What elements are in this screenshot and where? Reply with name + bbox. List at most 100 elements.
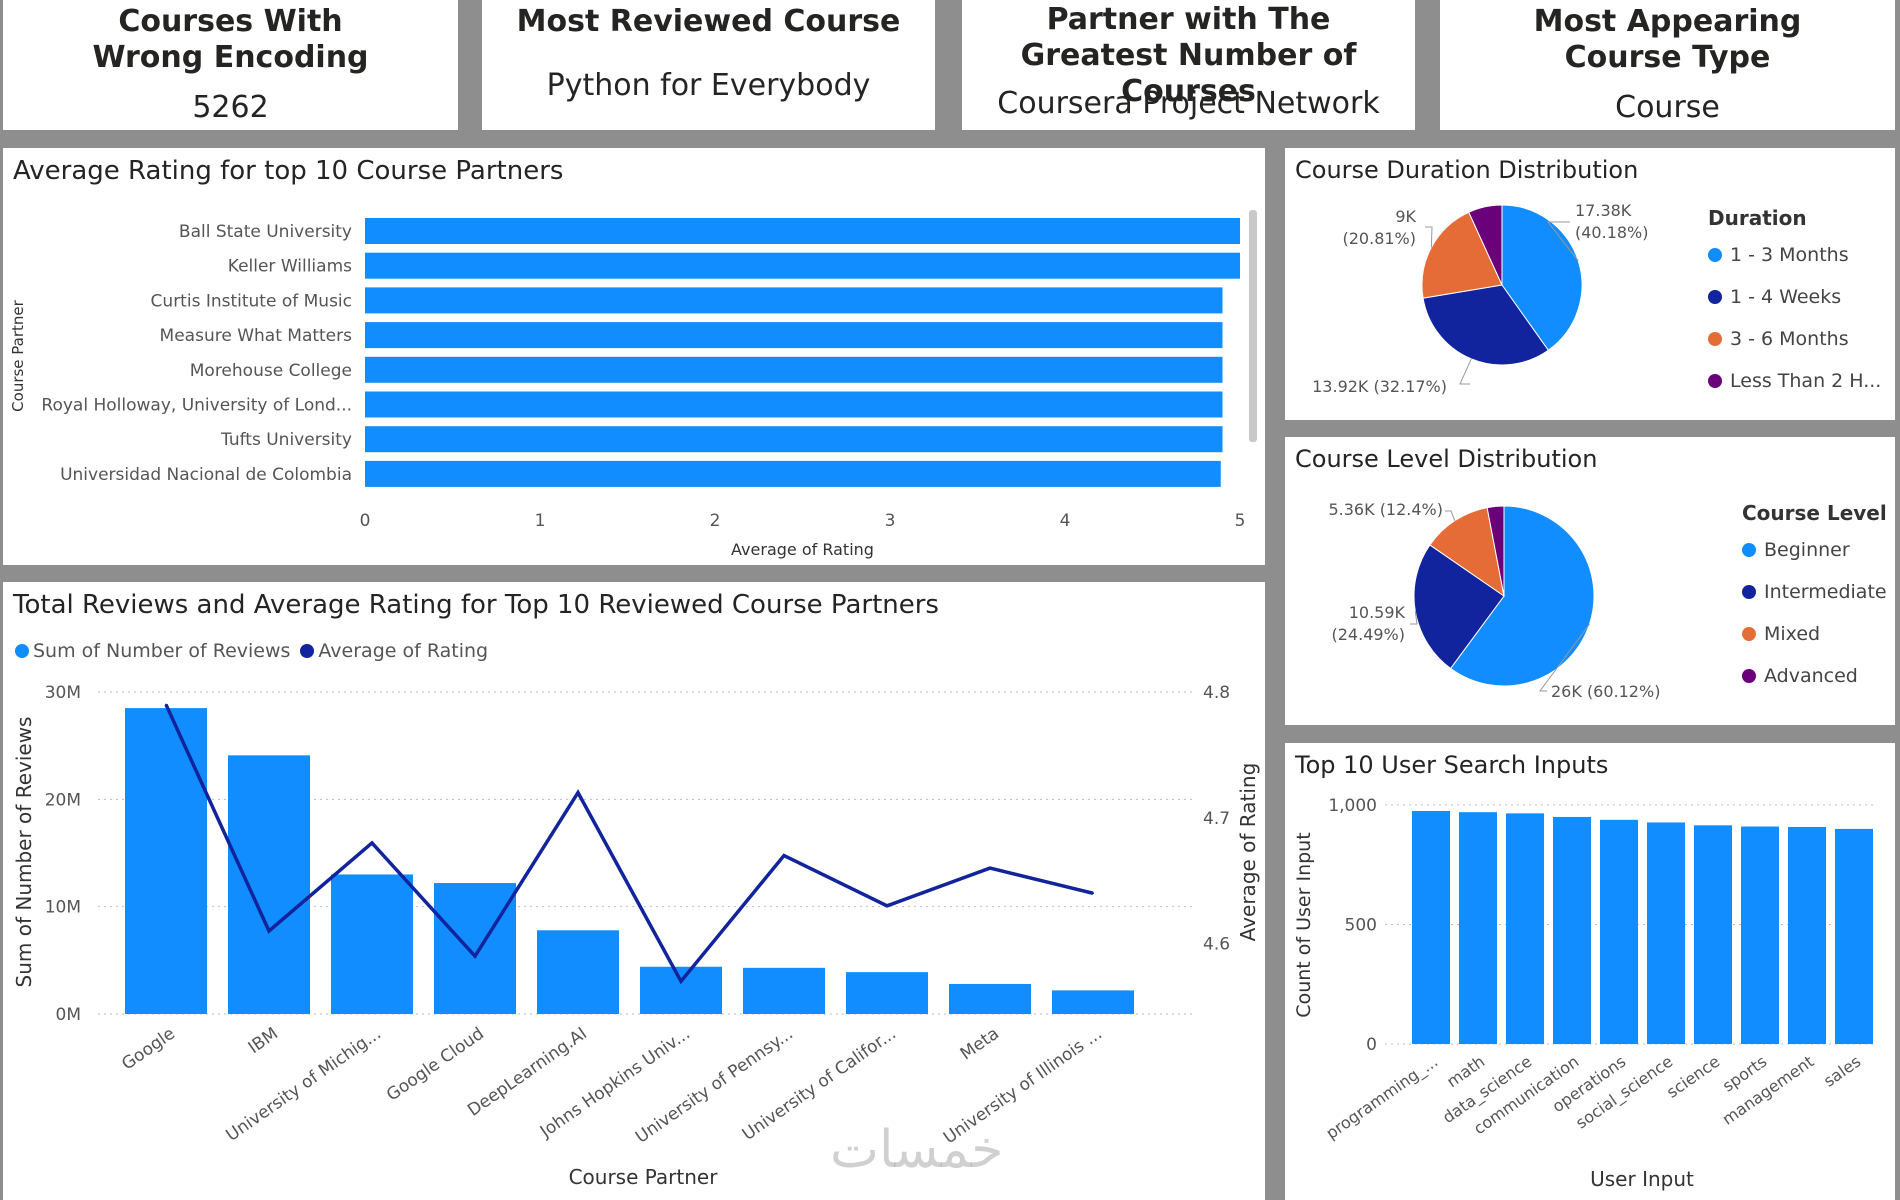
y-tick-label: 0M [56, 1005, 81, 1025]
bar[interactable] [1788, 826, 1826, 1044]
data-label: 17.38K [1575, 201, 1632, 220]
legend-label: Beginner [1764, 539, 1850, 561]
bar[interactable] [640, 966, 722, 1014]
pie-slice[interactable] [1413, 544, 1505, 670]
legend-item[interactable]: Intermediate [1742, 581, 1887, 603]
panel-title: Top 10 User Search Inputs [1295, 751, 1609, 779]
y-tick-label: 30M [45, 683, 81, 703]
kpi-card-wrong-encoding: Courses With Wrong Encoding 5262 [3, 0, 458, 130]
bar[interactable] [125, 708, 207, 1014]
bar[interactable] [365, 460, 1221, 487]
x-tick-label: 4 [1060, 511, 1071, 531]
bar[interactable] [949, 983, 1031, 1014]
kpi-card-course-type: Most Appearing Course Type Course [1440, 0, 1895, 130]
bar[interactable] [1835, 828, 1873, 1044]
bar[interactable] [228, 755, 310, 1014]
legend-item[interactable]: 1 - 3 Months [1708, 244, 1881, 266]
x-axis-label: Course Partner [569, 1165, 719, 1189]
bar[interactable] [365, 391, 1223, 418]
legend-item[interactable]: Less Than 2 H... [1708, 370, 1881, 392]
line-point[interactable] [577, 791, 579, 794]
kpi-title: Most Appearing Course Type [1533, 4, 1802, 75]
y-axis-label: Count of User Input [1293, 832, 1315, 1017]
bar[interactable] [537, 930, 619, 1014]
kpi-value: Coursera Project Network [997, 86, 1380, 121]
x-tick-label: 0 [360, 511, 371, 531]
bar[interactable] [365, 426, 1223, 453]
duration-panel: Course Duration Distribution 17.38K (40.1… [1285, 148, 1895, 420]
line-point[interactable] [989, 867, 991, 870]
y-tick-label: 20M [45, 790, 81, 810]
bar[interactable] [331, 874, 413, 1014]
bar[interactable] [365, 252, 1240, 279]
bar[interactable] [1741, 826, 1779, 1044]
pie-slice[interactable] [1468, 204, 1503, 286]
line-point[interactable] [783, 854, 785, 857]
bar[interactable] [1553, 816, 1591, 1044]
level-panel: Course Level Distribution 26K (60.12%) 10… [1285, 437, 1895, 725]
legend-dot [300, 644, 315, 658]
pie-slice[interactable] [1486, 505, 1505, 597]
bar[interactable] [1412, 810, 1450, 1044]
combo-legend: Sum of Number of Reviews Average of Rati… [15, 640, 488, 662]
bar[interactable] [434, 883, 516, 1014]
line-point[interactable] [1092, 892, 1094, 895]
y-axis-label: Course Partner [9, 299, 27, 411]
y-right-tick-label: 4.7 [1203, 809, 1230, 829]
legend-item[interactable]: 3 - 6 Months [1708, 328, 1881, 350]
leader-line [1546, 221, 1579, 262]
y-right-tick-label: 4.6 [1203, 935, 1230, 955]
data-label: 9K [1395, 207, 1416, 226]
legend-label: Less Than 2 H... [1730, 370, 1882, 392]
data-label: (24.49%) [1332, 625, 1406, 644]
bar[interactable] [365, 356, 1223, 383]
x-tick-label: 2 [710, 511, 721, 531]
legend-item[interactable]: Advanced [1742, 665, 1887, 687]
line-series[interactable] [164, 703, 1094, 985]
pie-slice[interactable] [1422, 284, 1549, 366]
y-tick-label: Measure What Matters [160, 326, 353, 346]
legend-item-reviews[interactable]: Sum of Number of Reviews [15, 640, 290, 662]
bar[interactable] [1647, 822, 1685, 1044]
y-tick-label: 500 [1345, 916, 1377, 936]
pie-slice[interactable] [1449, 505, 1595, 687]
legend-label: Average of Rating [318, 640, 489, 662]
legend-title: Course Level [1742, 501, 1887, 525]
kpi-title: Partner with The Greatest Number of Cour… [1020, 2, 1357, 109]
duration-pie-chart: 17.38K (40.18%) 13.92K (32.17%) 9K (20.81%) [1312, 201, 1648, 396]
x-axis-label: Average of Rating [731, 540, 874, 559]
line-point[interactable] [680, 980, 682, 983]
bar[interactable] [743, 967, 825, 1014]
line-point[interactable] [165, 703, 167, 706]
legend-item[interactable]: 1 - 4 Weeks [1708, 286, 1881, 308]
legend-item[interactable]: Mixed [1742, 623, 1887, 645]
level-pie-chart: 26K (60.12%) 10.59K (24.49%) 5.36K (12.4%) [1328, 500, 1660, 701]
bar[interactable] [1052, 990, 1134, 1014]
y-tick-label: 0 [1366, 1035, 1377, 1055]
line-point[interactable] [886, 904, 888, 907]
legend-item[interactable]: Beginner [1742, 539, 1887, 561]
legend-dot [1708, 248, 1722, 262]
bar[interactable] [1600, 819, 1638, 1044]
y-tick-label: Curtis Institute of Music [151, 291, 352, 311]
bar[interactable] [1694, 825, 1732, 1044]
line-point[interactable] [371, 841, 373, 844]
scrollbar[interactable] [1249, 210, 1257, 442]
x-tick-label: science [1663, 1052, 1723, 1102]
pie-slice[interactable] [1421, 211, 1503, 299]
leader-line [1425, 226, 1433, 248]
y-tick-label: Morehouse College [190, 361, 352, 381]
bar[interactable] [1459, 812, 1497, 1044]
bar[interactable] [365, 287, 1223, 314]
legend-item-rating[interactable]: Average of Rating [300, 640, 488, 662]
bar[interactable] [1506, 813, 1544, 1044]
bar[interactable] [846, 972, 928, 1014]
bar[interactable] [365, 322, 1223, 349]
pie-slice[interactable] [1429, 507, 1505, 598]
line-point[interactable] [268, 929, 270, 932]
bar[interactable] [365, 218, 1240, 244]
line-point[interactable] [474, 955, 476, 958]
y-tick-label: Ball State University [179, 222, 352, 242]
y-tick-label: Keller Williams [228, 257, 352, 277]
